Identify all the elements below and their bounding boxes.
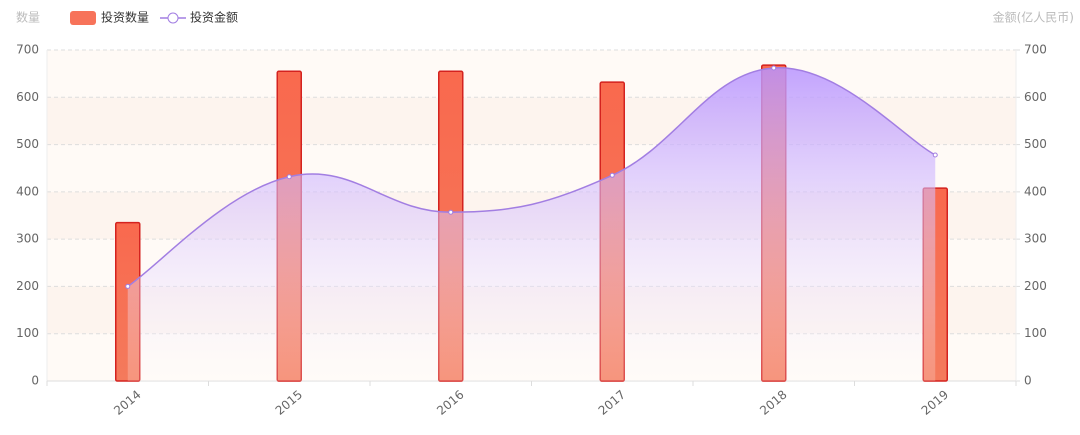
y-tick-label: 200 (16, 279, 39, 293)
y2-tick-label: 500 (1024, 137, 1047, 151)
x-tick-label: 2017 (596, 387, 628, 417)
x-tick-label: 2016 (434, 387, 466, 417)
legend-swatch (70, 11, 96, 25)
legend-swatch (167, 12, 179, 24)
line-point (771, 65, 777, 71)
y2-tick-label: 200 (1024, 279, 1047, 293)
line (127, 67, 936, 288)
y2-tick-label: 700 (1024, 43, 1047, 57)
y-tick-label: 600 (16, 90, 39, 104)
y2-tick-label: 400 (1024, 184, 1047, 198)
y-tick-label: 400 (16, 184, 39, 198)
legend: 投资数量 投资金额 (70, 10, 238, 25)
y-tick-label: 300 (16, 232, 39, 246)
x-tick-label: 2015 (273, 387, 305, 417)
y2-tick-label: 600 (1024, 90, 1047, 104)
line-point (448, 209, 454, 215)
line-point (125, 283, 131, 289)
y2-tick-label: 0 (1024, 374, 1032, 388)
x-tick-label: 2019 (919, 387, 951, 417)
y-tick-label: 100 (16, 326, 39, 340)
line-point (286, 174, 292, 180)
y2-tick-label: 100 (1024, 326, 1047, 340)
legend-label: 投资金额 (190, 10, 238, 25)
line-point (932, 152, 938, 158)
line-area (127, 67, 936, 381)
y-tick-label: 700 (16, 43, 39, 57)
line-point (609, 172, 615, 178)
y-tick-label: 0 (31, 374, 39, 388)
y-tick-label: 500 (16, 137, 39, 151)
background-band (47, 50, 1016, 98)
x-tick-label: 2014 (111, 387, 143, 417)
y-axis-label: 数量 (16, 10, 40, 25)
legend-label: 投资数量 (101, 10, 149, 25)
y2-tick-label: 300 (1024, 232, 1047, 246)
x-tick-label: 2018 (757, 387, 789, 417)
y2-axis-label: 金额(亿人民币) (993, 10, 1074, 25)
